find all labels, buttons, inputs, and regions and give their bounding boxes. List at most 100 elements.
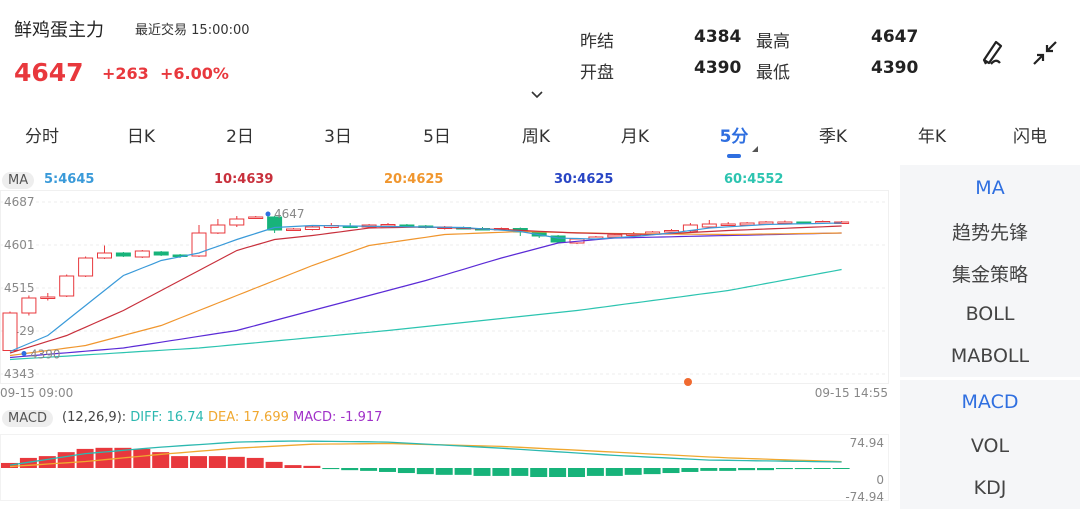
tab-2day[interactable]: 2日	[226, 127, 254, 147]
chart-frame	[0, 190, 889, 384]
indicator-panel: MA 趋势先锋 集金策略 BOLL MABOLL MACD VOL KDJ	[900, 165, 1080, 509]
tab-flash[interactable]: 闪电	[1013, 127, 1047, 147]
macd-bar	[57, 452, 75, 468]
candle-body	[191, 232, 207, 257]
ma20-label: 20:4625	[384, 172, 444, 187]
candle-body	[664, 230, 679, 233]
macd-bar	[284, 465, 302, 468]
macd-bar	[341, 468, 359, 471]
ma20-line	[9, 230, 842, 357]
candle-body	[115, 252, 131, 257]
indicator-macd[interactable]: MACD	[961, 391, 1019, 413]
ma-tag[interactable]: MA	[2, 172, 35, 189]
current-price: 4647	[14, 58, 84, 87]
macd-bar	[530, 468, 548, 478]
tab-day[interactable]: 日K	[126, 127, 156, 147]
macd-bar	[227, 456, 245, 468]
indicator-ma[interactable]: MA	[975, 177, 1005, 199]
ma5-line	[9, 222, 842, 353]
macd-chart[interactable]: 74.94 0 -74.94	[0, 430, 890, 509]
x-end-label: 09-15 14:55	[815, 386, 888, 400]
macd-bar	[416, 468, 434, 475]
stat-value: 4390	[694, 58, 742, 78]
macd-bar	[190, 456, 207, 468]
tab-5min[interactable]: 5分	[719, 127, 749, 147]
stat-label: 昨结	[580, 32, 614, 52]
candle-body	[550, 235, 566, 243]
diff-line	[9, 440, 842, 466]
indicator-boll[interactable]: BOLL	[965, 303, 1015, 325]
stat-label: 最低	[756, 63, 790, 83]
tab-year[interactable]: 年K	[917, 127, 947, 147]
tab-month[interactable]: 月K	[620, 127, 650, 147]
candle-body	[229, 218, 245, 226]
macd-tag[interactable]: MACD	[2, 410, 53, 427]
dropdown-triangle-icon[interactable]	[751, 145, 759, 153]
indicator-kdj[interactable]: KDJ	[973, 477, 1007, 499]
macd-bar	[208, 456, 226, 468]
price-change-pct: +6.00%	[160, 64, 229, 83]
diff-label: DIFF: 16.74	[130, 410, 204, 425]
macd-bar	[549, 468, 567, 478]
macd-bar	[38, 456, 56, 468]
candle-body	[701, 223, 717, 228]
macd-bar	[605, 468, 623, 476]
macd-bar	[19, 457, 37, 468]
macd-bar	[379, 468, 396, 472]
ma-legend: 5:4645 10:4639 20:4625 30:4625 60:4552	[0, 172, 890, 188]
draw-icon[interactable]	[978, 36, 1010, 68]
stat-value: 4390	[871, 58, 919, 78]
indicator-trend[interactable]: 趋势先锋	[951, 222, 1028, 244]
macd-bar	[322, 468, 340, 470]
ma5-label: 5:4645	[44, 172, 95, 187]
macd-bar	[719, 468, 737, 471]
collapse-icon[interactable]	[1030, 38, 1060, 68]
candle-body	[40, 296, 56, 299]
candle-body	[210, 224, 226, 234]
chevron-down-icon[interactable]	[530, 90, 544, 100]
macd-bar	[662, 468, 680, 474]
indicator-jijin[interactable]: 集金策略	[951, 264, 1028, 286]
ma30-label: 30:4625	[554, 172, 614, 187]
x-start-label: 09-15 09:00	[0, 386, 73, 400]
candle-body	[758, 221, 774, 225]
candle-body	[59, 275, 75, 297]
indicator-maboll[interactable]: MABOLL	[950, 345, 1030, 367]
y-tick-label: 4687	[4, 195, 35, 209]
candle-body	[720, 223, 736, 226]
candle-body	[304, 226, 320, 230]
current-position-dot	[684, 378, 692, 386]
period-tabs: 分时 日K 2日 3日 5日 周K 月K 5分 季K 年K 闪电	[0, 122, 1080, 154]
macd-bar	[832, 468, 850, 469]
macd-bar	[171, 456, 189, 468]
high-marker	[265, 211, 271, 217]
candle-body	[248, 216, 264, 219]
tab-3day[interactable]: 3日	[324, 127, 352, 147]
tab-fenshi[interactable]: 分时	[25, 127, 59, 147]
macd-label: MACD: -1.917	[293, 410, 383, 425]
macd-bar	[152, 452, 170, 468]
macd-bar	[360, 468, 378, 471]
panel-divider	[900, 377, 1080, 380]
macd-bar	[1, 462, 18, 468]
low-marker	[21, 351, 27, 356]
tab-5day[interactable]: 5日	[423, 127, 451, 147]
macd-bar	[76, 448, 94, 468]
macd-bar	[586, 468, 604, 476]
ma30-line	[9, 232, 842, 359]
macd-bar	[624, 468, 642, 475]
macd-bar	[775, 468, 793, 470]
candle-body	[134, 250, 150, 258]
candle-body	[153, 251, 169, 256]
macd-params: (12,26,9):	[62, 410, 127, 425]
macd-bar	[813, 468, 831, 469]
macd-bar	[397, 468, 415, 474]
indicator-vol[interactable]: VOL	[970, 435, 1010, 457]
macd-bar	[492, 468, 510, 476]
tab-quarter[interactable]: 季K	[818, 127, 848, 147]
candle-body	[78, 257, 94, 277]
tab-week[interactable]: 周K	[521, 127, 551, 147]
macd-bar	[303, 465, 321, 468]
y-tick-label: 4601	[4, 238, 35, 252]
